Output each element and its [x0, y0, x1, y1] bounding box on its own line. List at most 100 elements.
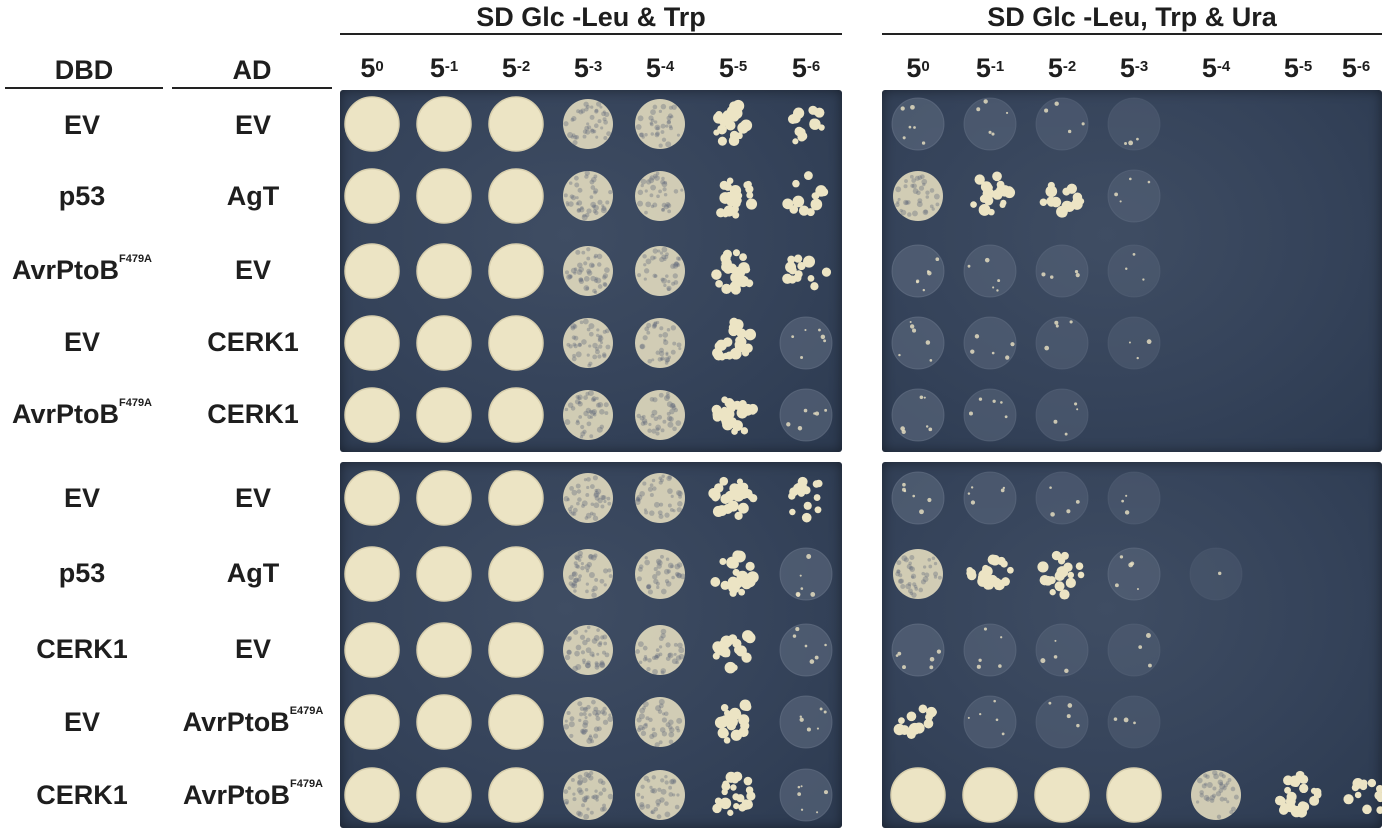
selective-spot-r9-c6 — [1343, 778, 1382, 815]
control-spot-r2-c5 — [711, 249, 754, 295]
control-spot-r3-c6 — [779, 316, 833, 370]
control-spot-r9-c3 — [563, 770, 614, 820]
control-spot-r1-c0 — [344, 168, 400, 224]
control-spot-r9-c4 — [635, 770, 685, 820]
selective-spot-r8-c2 — [1035, 695, 1089, 749]
selective-spot-r5-c3 — [1107, 471, 1161, 525]
control-spot-r4-c0 — [344, 387, 400, 443]
condition-rule-control — [340, 33, 842, 35]
control-spot-r5-c1 — [416, 470, 472, 526]
row-5-ad-label: EV — [234, 483, 272, 513]
row-3-ad-label: CERK1 — [207, 327, 299, 357]
control-spot-r2-c2 — [488, 243, 544, 299]
selective-spot-r2-c3 — [1107, 244, 1161, 298]
control-spot-r0-c0 — [344, 96, 400, 152]
control-spot-r0-c1 — [416, 96, 472, 152]
control-spot-r7-c2 — [488, 622, 544, 678]
selective-dilution-label-2: 5-2 — [1047, 53, 1077, 83]
selective-spot-r9-c0 — [890, 767, 946, 823]
row-0-ad-label: EV — [234, 110, 272, 140]
condition-header-selective: SD Glc -Leu, Trp & Ura — [987, 2, 1277, 32]
selective-spot-r4-c0 — [891, 388, 945, 442]
selective-spot-r6-c1 — [966, 554, 1014, 591]
control-spot-r6-c5 — [710, 550, 759, 597]
plate-selective-bottom — [882, 462, 1382, 828]
selective-spot-r0-c3 — [1107, 97, 1161, 151]
control-spot-r7-c1 — [416, 622, 472, 678]
selective-spot-r0-c0 — [891, 97, 945, 151]
selective-spot-r9-c4 — [1191, 770, 1241, 820]
control-spot-r6-c3 — [563, 549, 613, 599]
control-dilution-label-1: 5-1 — [429, 53, 459, 83]
control-spot-r4-c4 — [635, 390, 685, 440]
selective-spot-r5-c0 — [891, 471, 945, 525]
control-spot-r0-c2 — [488, 96, 544, 152]
control-spot-r2-c6 — [782, 254, 832, 291]
selective-spot-r8-c3 — [1107, 695, 1161, 749]
control-spot-r3-c4 — [635, 318, 685, 368]
control-spot-r5-c4 — [634, 473, 685, 523]
control-spot-r3-c5 — [712, 317, 757, 361]
control-spot-r8-c5 — [714, 699, 752, 744]
control-spot-r1-c2 — [488, 168, 544, 224]
control-spot-r2-c3 — [563, 246, 613, 296]
control-dilution-label-5: 5-5 — [718, 53, 748, 83]
control-spot-r2-c0 — [344, 243, 400, 299]
control-spot-r5-c2 — [488, 470, 544, 526]
row-7-ad-label: EV — [234, 634, 272, 664]
control-spot-r9-c6 — [779, 768, 833, 822]
selective-spot-r3-c1 — [963, 316, 1017, 370]
row-7-dbd-label: CERK1 — [36, 634, 128, 664]
selective-spot-r7-c0 — [891, 623, 945, 677]
control-spot-r1-c5 — [716, 177, 758, 219]
control-spot-r5-c0 — [344, 470, 400, 526]
dbd-column-header: DBD — [54, 55, 114, 85]
control-spot-r7-c3 — [563, 625, 613, 675]
plate-control-bottom — [340, 462, 842, 828]
row-3-dbd-label: EV — [63, 327, 101, 357]
control-spot-r3-c0 — [344, 315, 400, 371]
control-spot-r0-c4 — [635, 99, 685, 149]
selective-dilution-label-6: 5-6 — [1341, 53, 1371, 83]
selective-spot-r8-c0 — [893, 704, 937, 739]
plate-control-top — [340, 90, 842, 452]
control-spot-r1-c1 — [416, 168, 472, 224]
row-4-dbd-label: AvrPtoBF479A — [11, 397, 153, 429]
selective-spot-r4-c2 — [1035, 388, 1089, 442]
selective-spot-r1-c0 — [893, 171, 943, 221]
control-spot-r8-c4 — [635, 697, 685, 748]
selective-spot-r6-c2 — [1037, 550, 1085, 600]
selective-spot-r2-c2 — [1035, 244, 1089, 298]
control-spot-r6-c0 — [344, 546, 400, 602]
selective-spot-r6-c3 — [1107, 547, 1161, 601]
selective-spot-r7-c1 — [963, 623, 1017, 677]
selective-spot-r9-c5 — [1274, 770, 1322, 818]
control-spot-r4-c6 — [779, 388, 833, 442]
condition-header-control: SD Glc -Leu & Trp — [476, 2, 706, 32]
ad-column-header: AD — [232, 55, 272, 85]
control-spot-r7-c0 — [344, 622, 400, 678]
selective-spot-r8-c1 — [963, 695, 1017, 749]
row-5-dbd-label: EV — [63, 483, 101, 513]
selective-spot-r9-c3 — [1106, 767, 1162, 823]
control-dilution-label-4: 5-4 — [645, 53, 675, 83]
control-spot-r1-c6 — [782, 171, 829, 217]
selective-spot-r6-c0 — [893, 549, 943, 599]
selective-spot-r4-c1 — [963, 388, 1017, 442]
control-spot-r5-c3 — [563, 473, 613, 523]
selective-spot-r1-c1 — [970, 171, 1016, 216]
control-spot-r4-c5 — [711, 396, 759, 435]
control-spot-r2-c4 — [635, 246, 685, 296]
row-1-dbd-label: p53 — [58, 181, 106, 211]
control-spot-r6-c6 — [779, 547, 833, 601]
control-spot-r0-c5 — [713, 99, 753, 146]
ad-column-rule — [172, 87, 332, 89]
selective-spot-r0-c2 — [1035, 97, 1089, 151]
control-spot-r6-c1 — [416, 546, 472, 602]
row-4-ad-label: CERK1 — [207, 399, 299, 429]
row-9-dbd-label: CERK1 — [36, 780, 128, 810]
selective-spot-r6-c4 — [1189, 547, 1243, 601]
control-spot-r4-c3 — [563, 390, 613, 440]
row-2-ad-label: EV — [234, 255, 272, 285]
control-spot-r7-c6 — [779, 623, 833, 677]
